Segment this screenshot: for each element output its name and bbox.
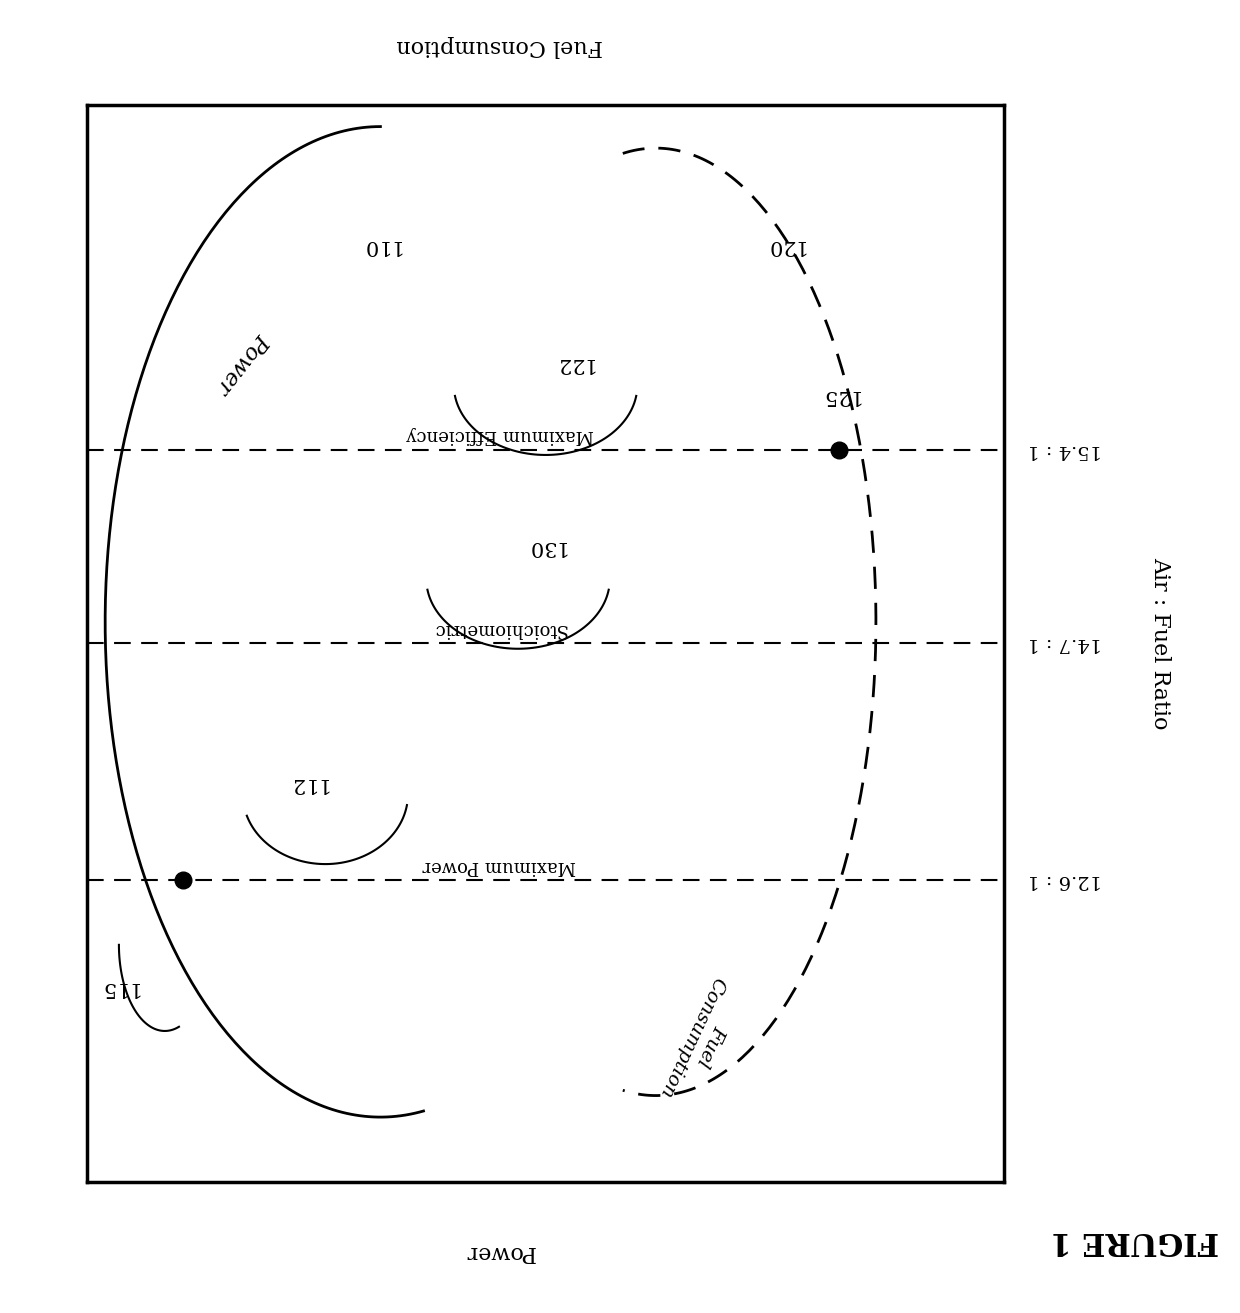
Text: Power: Power	[212, 330, 273, 398]
Text: Power: Power	[465, 1241, 534, 1263]
Text: 112: 112	[286, 773, 327, 793]
Text: Stoichiometric: Stoichiometric	[433, 620, 567, 638]
Text: 14.7 : 1: 14.7 : 1	[1028, 634, 1102, 653]
Text: Fuel
Consumption: Fuel Consumption	[656, 974, 746, 1109]
Text: Maximum Power: Maximum Power	[423, 857, 577, 874]
Text: 125: 125	[820, 386, 859, 406]
Text: 15.4 : 1: 15.4 : 1	[1028, 441, 1102, 458]
Text: 110: 110	[361, 235, 401, 255]
Text: 120: 120	[764, 235, 805, 255]
Text: Maximum Efficiency: Maximum Efficiency	[405, 427, 594, 444]
Text: 130: 130	[526, 537, 565, 555]
Text: Air : Fuel Ratio: Air : Fuel Ratio	[1149, 557, 1172, 730]
Text: 12.6 : 1: 12.6 : 1	[1028, 872, 1102, 889]
Text: 115: 115	[99, 978, 139, 998]
Text: 122: 122	[553, 355, 593, 373]
Text: Fuel Consumption: Fuel Consumption	[397, 34, 603, 56]
Text: FIGURE 1: FIGURE 1	[1050, 1225, 1219, 1257]
